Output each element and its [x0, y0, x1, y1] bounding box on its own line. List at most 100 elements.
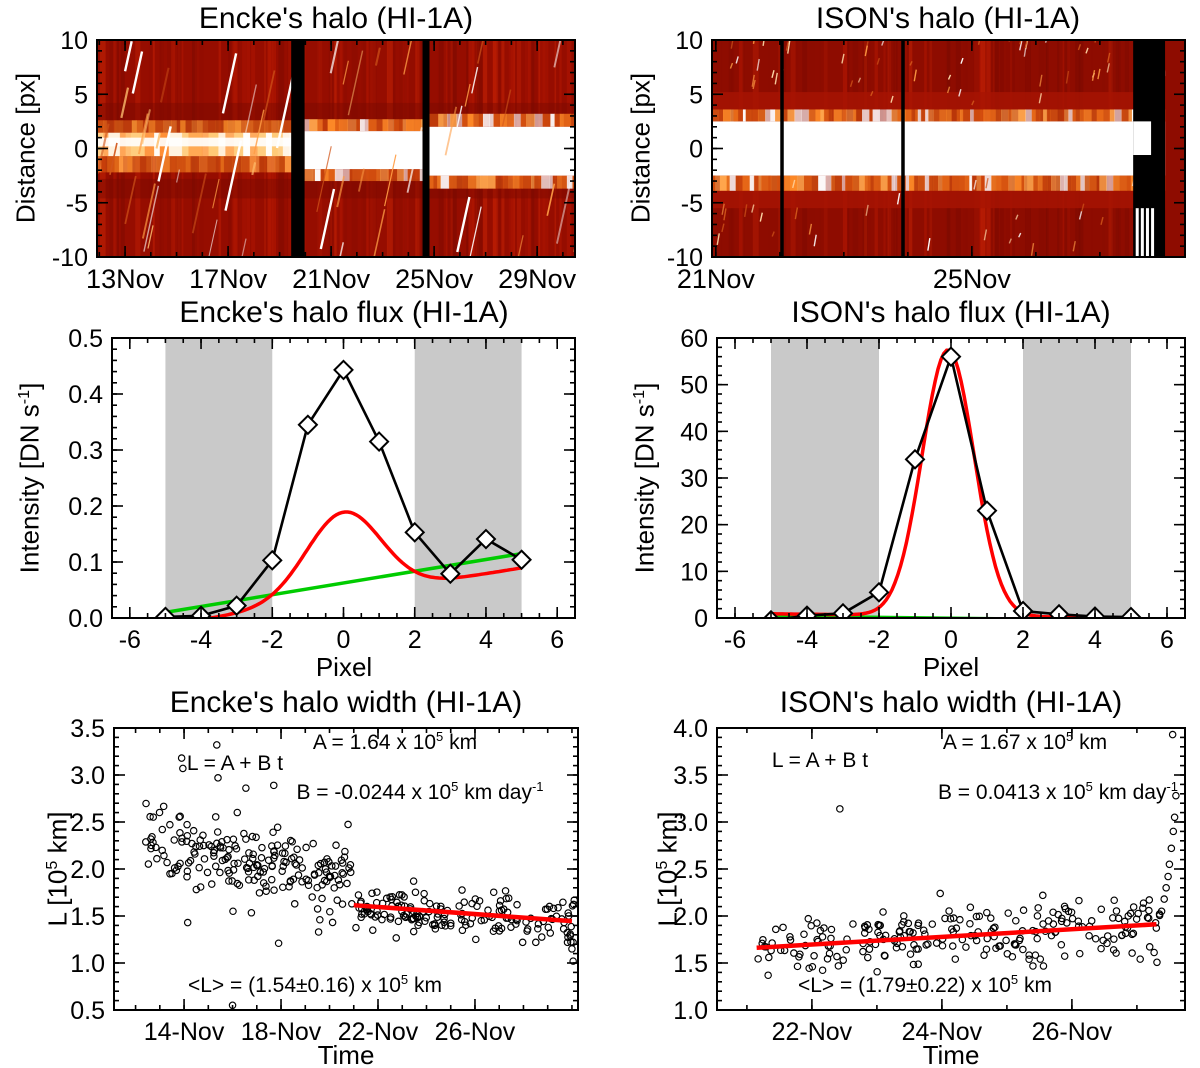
ylabel-text-end: ]	[629, 382, 660, 390]
svg-text:0: 0	[944, 626, 958, 654]
svg-text:-4: -4	[796, 626, 818, 654]
fit-B-ison: B = 0.0413 x 105 km day-1	[938, 779, 1178, 805]
panel-title-encke-map: Encke's halo (HI-1A)	[198, 2, 474, 35]
ann-text-end: km	[1073, 731, 1108, 754]
svg-text:3.0: 3.0	[673, 809, 708, 837]
ann-text-end: km	[408, 974, 443, 997]
ann-text-end: km	[1018, 974, 1053, 997]
svg-text:22-Nov: 22-Nov	[772, 1018, 853, 1046]
svg-text:3.5: 3.5	[70, 715, 105, 743]
y-axis-label-ison-map: Distance [px]	[625, 72, 656, 224]
svg-text:-10: -10	[667, 244, 703, 272]
ylabel-sup: 5	[42, 860, 61, 870]
panel-title-encke-width: Encke's halo width (HI-1A)	[169, 686, 523, 719]
ylabel-text: L [10	[652, 869, 683, 927]
panel-title-ison-width: ISON's halo width (HI-1A)	[779, 686, 1123, 719]
svg-text:-6: -6	[724, 626, 746, 654]
svg-text:0.5: 0.5	[70, 997, 105, 1025]
svg-text:2.5: 2.5	[673, 856, 708, 884]
ann-sup: 5	[436, 729, 444, 744]
x-axis-label-ison-flux: Pixel	[922, 652, 980, 682]
svg-text:21Nov: 21Nov	[292, 264, 371, 294]
svg-text:-5: -5	[681, 190, 703, 218]
x-axis-label-encke-width: Time	[317, 1040, 375, 1068]
svg-text:0.0: 0.0	[68, 605, 103, 633]
svg-text:1.0: 1.0	[673, 997, 708, 1025]
mean-L-encke: <L> = (1.54±0.16) x 105 km	[188, 972, 442, 998]
svg-text:17Nov: 17Nov	[189, 264, 268, 294]
svg-text:2: 2	[408, 626, 422, 654]
mean-L-ison: <L> = (1.79±0.22) x 105 km	[798, 972, 1052, 998]
panel-title-encke-flux: Encke's halo flux (HI-1A)	[179, 296, 509, 329]
ann-sup: 5	[451, 779, 459, 794]
svg-text:24-Nov: 24-Nov	[902, 1018, 983, 1046]
ylabel-text-end: km]	[652, 811, 683, 861]
ann-text: A = 1.67 x 10	[942, 731, 1067, 754]
svg-text:-10: -10	[52, 244, 88, 272]
svg-text:0: 0	[694, 605, 708, 633]
svg-text:2.5: 2.5	[70, 809, 105, 837]
svg-text:0.5: 0.5	[68, 325, 103, 353]
svg-text:3.5: 3.5	[673, 762, 708, 790]
svg-text:1.5: 1.5	[673, 950, 708, 978]
y-axis-label-encke-width: L [105 km]	[43, 812, 74, 927]
svg-text:0: 0	[74, 136, 88, 164]
svg-text:6: 6	[1160, 626, 1174, 654]
svg-text:2: 2	[1016, 626, 1030, 654]
y-axis-label-encke-flux: Intensity [DN s-1]	[15, 383, 46, 574]
fit-formula-encke: L = A + B t	[186, 752, 284, 775]
svg-text:0: 0	[337, 626, 351, 654]
svg-text:0: 0	[689, 136, 703, 164]
svg-text:0.1: 0.1	[68, 549, 103, 577]
svg-text:-2: -2	[261, 626, 283, 654]
svg-text:25Nov: 25Nov	[933, 264, 1012, 294]
ann-text-end: km	[443, 731, 478, 754]
svg-text:10: 10	[680, 558, 708, 586]
svg-text:22-Nov: 22-Nov	[338, 1018, 419, 1046]
ann-sup2: -1	[531, 779, 544, 794]
svg-text:5: 5	[74, 81, 88, 109]
ylabel-text: Intensity [DN s	[629, 404, 660, 574]
ann-sup: 5	[1085, 779, 1093, 794]
y-axis-label-ison-flux: Intensity [DN s-1]	[630, 383, 661, 574]
ylabel-sup: 5	[652, 860, 671, 870]
fit-formula-ison: L = A + B t	[771, 749, 869, 772]
svg-text:26-Nov: 26-Nov	[1032, 1018, 1113, 1046]
svg-text:-6: -6	[119, 626, 141, 654]
ylabel-text-end: ]	[14, 382, 45, 390]
svg-text:30: 30	[680, 465, 708, 493]
svg-text:40: 40	[680, 418, 708, 446]
svg-text:13Nov: 13Nov	[86, 264, 165, 294]
x-axis-label-ison-width: Time	[922, 1040, 980, 1068]
svg-text:29Nov: 29Nov	[498, 264, 577, 294]
svg-text:1.5: 1.5	[70, 903, 105, 931]
svg-text:60: 60	[680, 325, 708, 353]
svg-text:4.0: 4.0	[673, 715, 708, 743]
svg-text:-4: -4	[190, 626, 212, 654]
ann-text: B = -0.0244 x 10	[296, 781, 452, 804]
svg-text:18-Nov: 18-Nov	[241, 1018, 322, 1046]
svg-text:14-Nov: 14-Nov	[144, 1018, 225, 1046]
ann-sup: 5	[400, 972, 409, 987]
svg-text:6: 6	[550, 626, 564, 654]
svg-text:0.2: 0.2	[68, 493, 103, 521]
svg-text:10: 10	[60, 27, 88, 55]
y-axis-label-encke-map: Distance [px]	[10, 72, 41, 224]
y-axis-label-ison-width: L [105 km]	[653, 812, 684, 927]
svg-text:0.4: 0.4	[68, 381, 103, 409]
svg-text:0.3: 0.3	[68, 437, 103, 465]
ann-text: <L> = (1.54±0.16) x 10	[187, 974, 401, 997]
ann-sup: 5	[1010, 972, 1019, 987]
svg-text:25Nov: 25Nov	[395, 264, 474, 294]
ann-text-mid: km day	[1092, 781, 1167, 804]
panel-title-ison-map: ISON's halo (HI-1A)	[815, 2, 1081, 35]
svg-text:-2: -2	[868, 626, 890, 654]
x-axis-label-encke-flux: Pixel	[315, 652, 373, 682]
ylabel-text: Intensity [DN s	[14, 404, 45, 574]
ann-text: <L> = (1.79±0.22) x 10	[797, 974, 1011, 997]
panel-title-ison-flux: ISON's halo flux (HI-1A)	[791, 296, 1111, 329]
svg-text:50: 50	[680, 372, 708, 400]
svg-text:3.0: 3.0	[70, 762, 105, 790]
